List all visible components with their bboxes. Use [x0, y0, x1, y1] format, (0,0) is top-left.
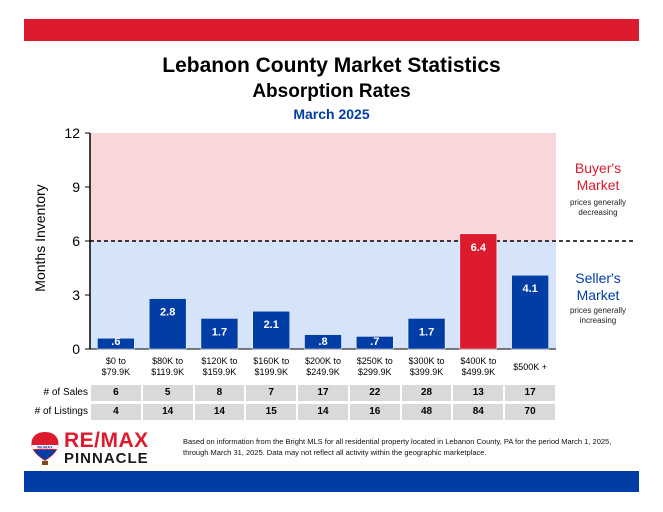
- x-tick-label: $200K to $249.9K: [304, 356, 342, 377]
- table-row-label: # of Listings: [34, 406, 88, 417]
- x-tick-label: $0 to $79.9K: [101, 356, 131, 377]
- brand-name: RE/MAX: [64, 429, 149, 452]
- table-cell: 28: [401, 385, 452, 401]
- bar-value-label: 2.8: [160, 307, 175, 319]
- table-cell: 22: [349, 385, 400, 401]
- top-red-band: [24, 19, 639, 41]
- table-cell: 17: [298, 385, 348, 401]
- buyer-market-note: prices generally decreasing: [569, 198, 627, 217]
- table-cell: 16: [349, 404, 400, 420]
- table-cell: 7: [246, 385, 297, 401]
- bar-value-label: 4.1: [522, 283, 537, 295]
- balloon-icon: [31, 432, 59, 465]
- table-cell: 4: [91, 404, 141, 420]
- seller-market-title: Seller's Market: [575, 270, 621, 303]
- table-cell: 15: [246, 404, 297, 420]
- x-tick-label: $300K to $399.9K: [408, 356, 445, 377]
- table-cell: 84: [453, 404, 504, 420]
- page-title: Lebanon County Market Statistics: [162, 54, 501, 77]
- table-cell: 5: [142, 385, 193, 401]
- source-footnote: Based on information from the Bright MLS…: [183, 437, 612, 457]
- table-row-label: # of Sales: [43, 387, 88, 398]
- bar: [459, 233, 498, 350]
- x-tick-label: $120K to $159.9K: [201, 356, 238, 377]
- seller-market-note: prices generally increasing: [569, 306, 627, 325]
- y-tick-label: 0: [72, 341, 80, 357]
- bar-value-label: 1.7: [212, 326, 227, 338]
- x-tick-label: $160K to $199.9K: [253, 356, 290, 377]
- bar-value-label: .8: [318, 336, 327, 348]
- y-tick-label: 3: [72, 287, 80, 303]
- x-tick-label: $400K to $499.9K: [460, 356, 497, 377]
- bar-value-label: 2.1: [264, 319, 279, 331]
- y-tick-label: 9: [72, 179, 80, 195]
- table-cell: 8: [194, 385, 245, 401]
- table-cell: 13: [453, 385, 504, 401]
- bar: [356, 336, 394, 350]
- brand-office: PINNACLE: [64, 450, 149, 467]
- bar: [97, 337, 135, 350]
- table-cell: 14: [142, 404, 193, 420]
- bar-value-label: .6: [111, 336, 120, 348]
- y-tick-label: 12: [64, 125, 80, 141]
- bar-value-label: 6.4: [471, 242, 487, 254]
- buyer-market-title: Buyer's Market: [574, 160, 622, 193]
- table-cell: 70: [505, 404, 555, 420]
- bar: [511, 274, 549, 350]
- seller-market-label: Seller's Market: [556, 270, 640, 304]
- buyer-zone: [90, 133, 556, 241]
- table-cell: 6: [91, 385, 141, 401]
- x-tick-label: $80K to $119.9K: [151, 356, 185, 377]
- bar-value-label: .7: [370, 336, 379, 348]
- buyer-market-label: Buyer's Market: [556, 160, 640, 194]
- bar: [252, 310, 290, 350]
- table-cell: 14: [194, 404, 245, 420]
- report-period: March 2025: [293, 106, 370, 122]
- table-cell: 14: [298, 404, 348, 420]
- y-axis-label: Months Inventory: [32, 184, 48, 292]
- bar: [148, 298, 187, 350]
- remax-balloon-logo: RE/MAX: [31, 432, 59, 465]
- page-subtitle: Absorption Rates: [252, 81, 411, 102]
- x-tick-label: $500K +: [513, 362, 547, 372]
- bar: [407, 318, 446, 350]
- table-cell: 17: [505, 385, 555, 401]
- bar: [200, 318, 239, 350]
- x-tick-label: $250K to $299.9K: [356, 356, 393, 377]
- y-tick-label: 6: [72, 233, 80, 249]
- bar-value-label: 1.7: [419, 326, 434, 338]
- bottom-blue-band: [24, 471, 639, 492]
- table-cell: 48: [401, 404, 452, 420]
- bar: [304, 334, 342, 350]
- balloon-wordmark: RE/MAX: [37, 444, 53, 449]
